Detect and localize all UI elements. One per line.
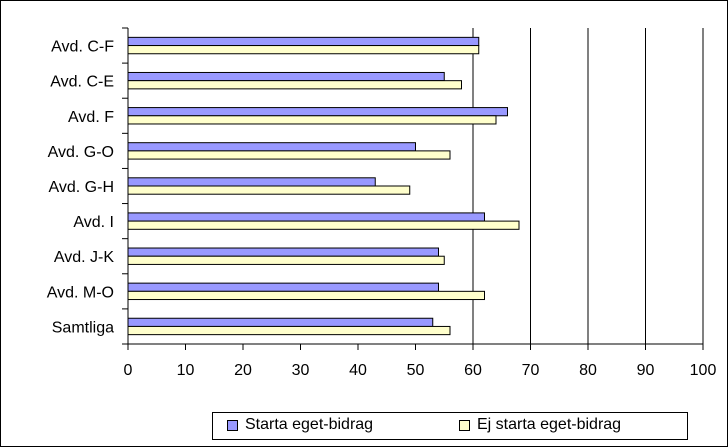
- bar-2-0: [127, 45, 480, 55]
- bar-1-5: [127, 212, 485, 222]
- legend-swatch-series-2: [459, 419, 470, 431]
- x-tick-label-0: 0: [124, 362, 133, 379]
- bar-1-2: [127, 107, 508, 117]
- x-tick-label-40: 40: [349, 362, 367, 379]
- x-tick-label-80: 80: [579, 362, 597, 379]
- x-tick-label-10: 10: [177, 362, 195, 379]
- bar-2-7: [127, 290, 485, 301]
- legend-item-series-1: Starta eget-bidrag: [227, 416, 373, 434]
- category-label-3: Avd. G-O: [48, 144, 114, 161]
- bar-2-6: [127, 255, 445, 265]
- category-label-1: Avd. C-E: [50, 74, 114, 91]
- x-tick-label-20: 20: [234, 362, 252, 379]
- x-tick-label-30: 30: [292, 362, 310, 379]
- bar-1-0: [127, 36, 480, 47]
- x-tick-label-60: 60: [464, 362, 482, 379]
- legend: Starta eget-bidrag Ej starta eget-bidrag: [212, 412, 688, 440]
- legend-item-series-2: Ej starta eget-bidrag: [459, 416, 621, 434]
- x-tick-label-50: 50: [407, 362, 425, 379]
- category-label-7: Avd. M-O: [47, 284, 114, 301]
- x-tick-label-90: 90: [637, 362, 655, 379]
- bar-2-3: [127, 150, 451, 160]
- bar-2-1: [127, 80, 462, 90]
- x-tick-label-100: 100: [690, 362, 717, 379]
- bar-1-1: [127, 71, 445, 82]
- bar-1-4: [127, 177, 376, 187]
- bar-2-8: [127, 325, 451, 336]
- legend-label-series-2: Ej starta eget-bidrag: [477, 416, 622, 433]
- category-label-5: Avd. I: [73, 214, 114, 231]
- x-tick-label-70: 70: [522, 362, 540, 379]
- category-label-6: Avd. J-K: [54, 249, 115, 266]
- category-label-0: Avd. C-F: [51, 39, 114, 56]
- legend-swatch-series-1: [227, 419, 238, 431]
- category-label-8: Samtliga: [52, 319, 114, 336]
- bar-1-3: [127, 142, 416, 152]
- bar-2-4: [127, 185, 411, 195]
- bar-1-8: [127, 317, 434, 327]
- legend-label-series-1: Starta eget-bidrag: [245, 416, 374, 433]
- bar-2-2: [127, 115, 497, 125]
- bar-2-5: [127, 220, 520, 230]
- bar-1-6: [127, 247, 439, 257]
- category-label-2: Avd. F: [68, 109, 114, 126]
- category-label-4: Avd. G-H: [49, 179, 115, 196]
- bar-1-7: [127, 282, 439, 292]
